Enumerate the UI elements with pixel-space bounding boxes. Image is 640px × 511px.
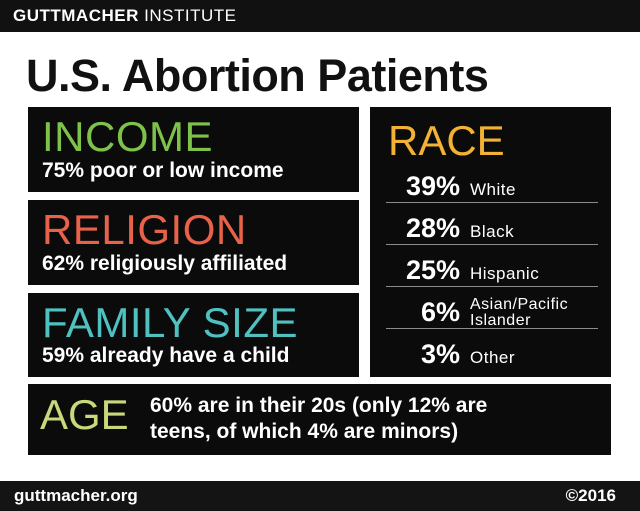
age-panel: AGE 60% are in their 20s (only 12% are t… (28, 384, 611, 455)
family-size-heading: FAMILY SIZE (42, 299, 299, 346)
race-label-line2: Islander (470, 312, 531, 329)
race-pct: 39% (405, 171, 460, 201)
age-text: 60% are in their 20s (only 12% are teens… (150, 393, 487, 445)
race-label: Asian/Pacific Islander (470, 297, 568, 329)
race-label-line1: Asian/Pacific (470, 296, 569, 313)
religion-text: 62% religiously affiliated (42, 252, 288, 275)
brand-name-bold: GUTTMACHER (13, 6, 139, 25)
footer-bar: guttmacher.org ©2016 (0, 481, 640, 511)
race-pct: 3% (420, 339, 460, 369)
race-row-black: 28% Black (386, 209, 598, 251)
page-title: U.S. Abortion Patients (26, 50, 489, 101)
family-size-panel: FAMILY SIZE 59% already have a child (28, 293, 359, 377)
religion-panel: RELIGION 62% religiously affiliated (28, 200, 359, 285)
religion-heading: RELIGION (42, 206, 247, 253)
header-bar: GUTTMACHER INSTITUTE (0, 0, 640, 32)
race-pct: 28% (405, 213, 460, 243)
race-label: Black (470, 222, 515, 241)
race-divider (386, 286, 598, 287)
footer-url-link[interactable]: guttmacher.org (14, 486, 138, 505)
race-divider (386, 202, 598, 203)
brand-name-light: INSTITUTE (144, 6, 237, 25)
income-text: 75% poor or low income (42, 159, 284, 182)
race-row-hispanic: 25% Hispanic (386, 251, 598, 293)
income-panel: INCOME 75% poor or low income (28, 107, 359, 192)
brand-logo[interactable]: GUTTMACHER INSTITUTE (13, 6, 236, 26)
footer-copyright: ©2016 (565, 486, 616, 505)
race-pct: 25% (405, 255, 460, 285)
race-pct: 6% (420, 297, 460, 327)
race-panel: RACE 39% White 28% Black 25% Hispanic 6%… (370, 107, 611, 377)
race-divider (386, 328, 598, 329)
family-size-text: 59% already have a child (42, 344, 290, 367)
race-label: Hispanic (470, 264, 540, 283)
age-text-line2: teens, of which 4% are minors) (150, 420, 459, 443)
race-label: White (470, 180, 516, 199)
race-label: Other (470, 348, 516, 367)
income-heading: INCOME (42, 113, 213, 160)
age-heading: AGE (40, 391, 129, 438)
race-divider (386, 244, 598, 245)
race-row-white: 39% White (386, 167, 598, 209)
race-heading: RACE (388, 117, 505, 164)
race-row-other: 3% Other (386, 335, 598, 377)
age-text-line1: 60% are in their 20s (only 12% are (150, 394, 488, 417)
race-row-asian-pacific-islander: 6% Asian/Pacific Islander (386, 293, 598, 335)
